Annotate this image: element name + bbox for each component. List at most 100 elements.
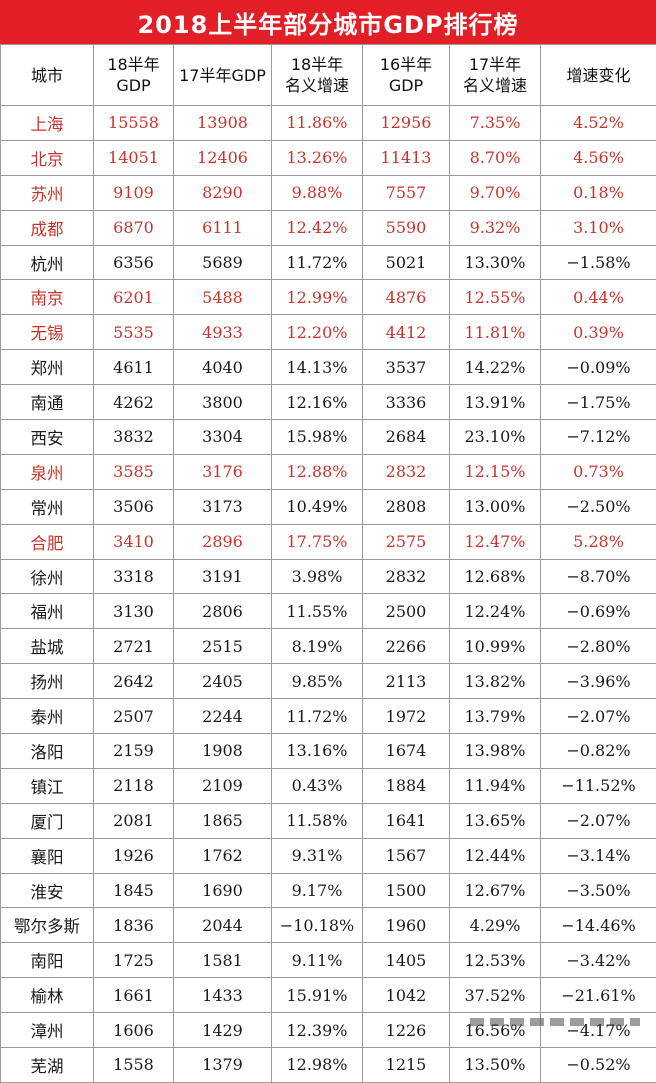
value-cell: 13.16% [272, 734, 363, 769]
value-cell: 8.70% [450, 140, 541, 175]
value-cell: 6111 [174, 210, 272, 245]
column-header: 17半年名义增速 [450, 45, 541, 106]
value-cell: 14.22% [450, 350, 541, 385]
city-cell: 芜湖 [1, 1048, 94, 1083]
value-cell: −11.52% [541, 768, 656, 803]
value-cell: 0.18% [541, 175, 656, 210]
value-cell: −2.50% [541, 489, 656, 524]
city-cell: 扬州 [1, 664, 94, 699]
value-cell: 1606 [94, 1013, 174, 1048]
value-cell: 2684 [363, 420, 450, 455]
city-cell: 上海 [1, 106, 94, 141]
value-cell: 6201 [94, 280, 174, 315]
value-cell: 13908 [174, 106, 272, 141]
value-cell: 1215 [363, 1048, 450, 1083]
value-cell: 1908 [174, 734, 272, 769]
value-cell: 37.52% [450, 978, 541, 1013]
city-cell: 常州 [1, 489, 94, 524]
city-cell: 南通 [1, 385, 94, 420]
value-cell: 11413 [363, 140, 450, 175]
value-cell: 9.70% [450, 175, 541, 210]
value-cell: 2721 [94, 629, 174, 664]
value-cell: 12.20% [272, 315, 363, 350]
value-cell: 4412 [363, 315, 450, 350]
value-cell: 1581 [174, 943, 272, 978]
value-cell: 12.15% [450, 454, 541, 489]
value-cell: 2405 [174, 664, 272, 699]
value-cell: 1836 [94, 908, 174, 943]
city-cell: 无锡 [1, 315, 94, 350]
value-cell: 11.55% [272, 594, 363, 629]
value-cell: 4611 [94, 350, 174, 385]
column-header-line1: 增速变化 [541, 65, 656, 86]
value-cell: 6356 [94, 245, 174, 280]
city-cell: 榆林 [1, 978, 94, 1013]
value-cell: 12.67% [450, 873, 541, 908]
column-header-line1: 城市 [1, 65, 93, 86]
city-cell: 厦门 [1, 803, 94, 838]
value-cell: −10.18% [272, 908, 363, 943]
value-cell: 2081 [94, 803, 174, 838]
column-header: 城市 [1, 45, 94, 106]
value-cell: 2266 [363, 629, 450, 664]
value-cell: 10.99% [450, 629, 541, 664]
value-cell: 9.32% [450, 210, 541, 245]
value-cell: −8.70% [541, 559, 656, 594]
value-cell: 2244 [174, 699, 272, 734]
value-cell: 5.28% [541, 524, 656, 559]
value-cell: 12406 [174, 140, 272, 175]
value-cell: 2500 [363, 594, 450, 629]
value-cell: −0.52% [541, 1048, 656, 1083]
value-cell: 2113 [363, 664, 450, 699]
value-cell: 7557 [363, 175, 450, 210]
value-cell: −3.42% [541, 943, 656, 978]
value-cell: 14051 [94, 140, 174, 175]
value-cell: 6870 [94, 210, 174, 245]
value-cell: 3832 [94, 420, 174, 455]
value-cell: 1379 [174, 1048, 272, 1083]
column-header: 18半年名义增速 [272, 45, 363, 106]
value-cell: 1865 [174, 803, 272, 838]
column-header-line1: 18半年 [272, 54, 362, 75]
value-cell: 1884 [363, 768, 450, 803]
value-cell: 11.72% [272, 245, 363, 280]
value-cell: 1674 [363, 734, 450, 769]
value-cell: 2109 [174, 768, 272, 803]
column-header-line1: 17半年 [450, 54, 540, 75]
value-cell: 15558 [94, 106, 174, 141]
value-cell: 12.55% [450, 280, 541, 315]
value-cell: 1558 [94, 1048, 174, 1083]
value-cell: 1500 [363, 873, 450, 908]
value-cell: 5488 [174, 280, 272, 315]
city-cell: 南阳 [1, 943, 94, 978]
column-header-line2: 名义增速 [450, 75, 540, 96]
value-cell: −2.07% [541, 803, 656, 838]
value-cell: −1.75% [541, 385, 656, 420]
value-cell: 3.10% [541, 210, 656, 245]
column-header-line2: GDP [94, 75, 173, 96]
value-cell: 2044 [174, 908, 272, 943]
footer-strip [470, 1018, 640, 1026]
value-cell: 11.81% [450, 315, 541, 350]
city-cell: 泰州 [1, 699, 94, 734]
value-cell: 5021 [363, 245, 450, 280]
city-cell: 杭州 [1, 245, 94, 280]
value-cell: 9.11% [272, 943, 363, 978]
value-cell: 12.16% [272, 385, 363, 420]
value-cell: 5535 [94, 315, 174, 350]
value-cell: 9.85% [272, 664, 363, 699]
